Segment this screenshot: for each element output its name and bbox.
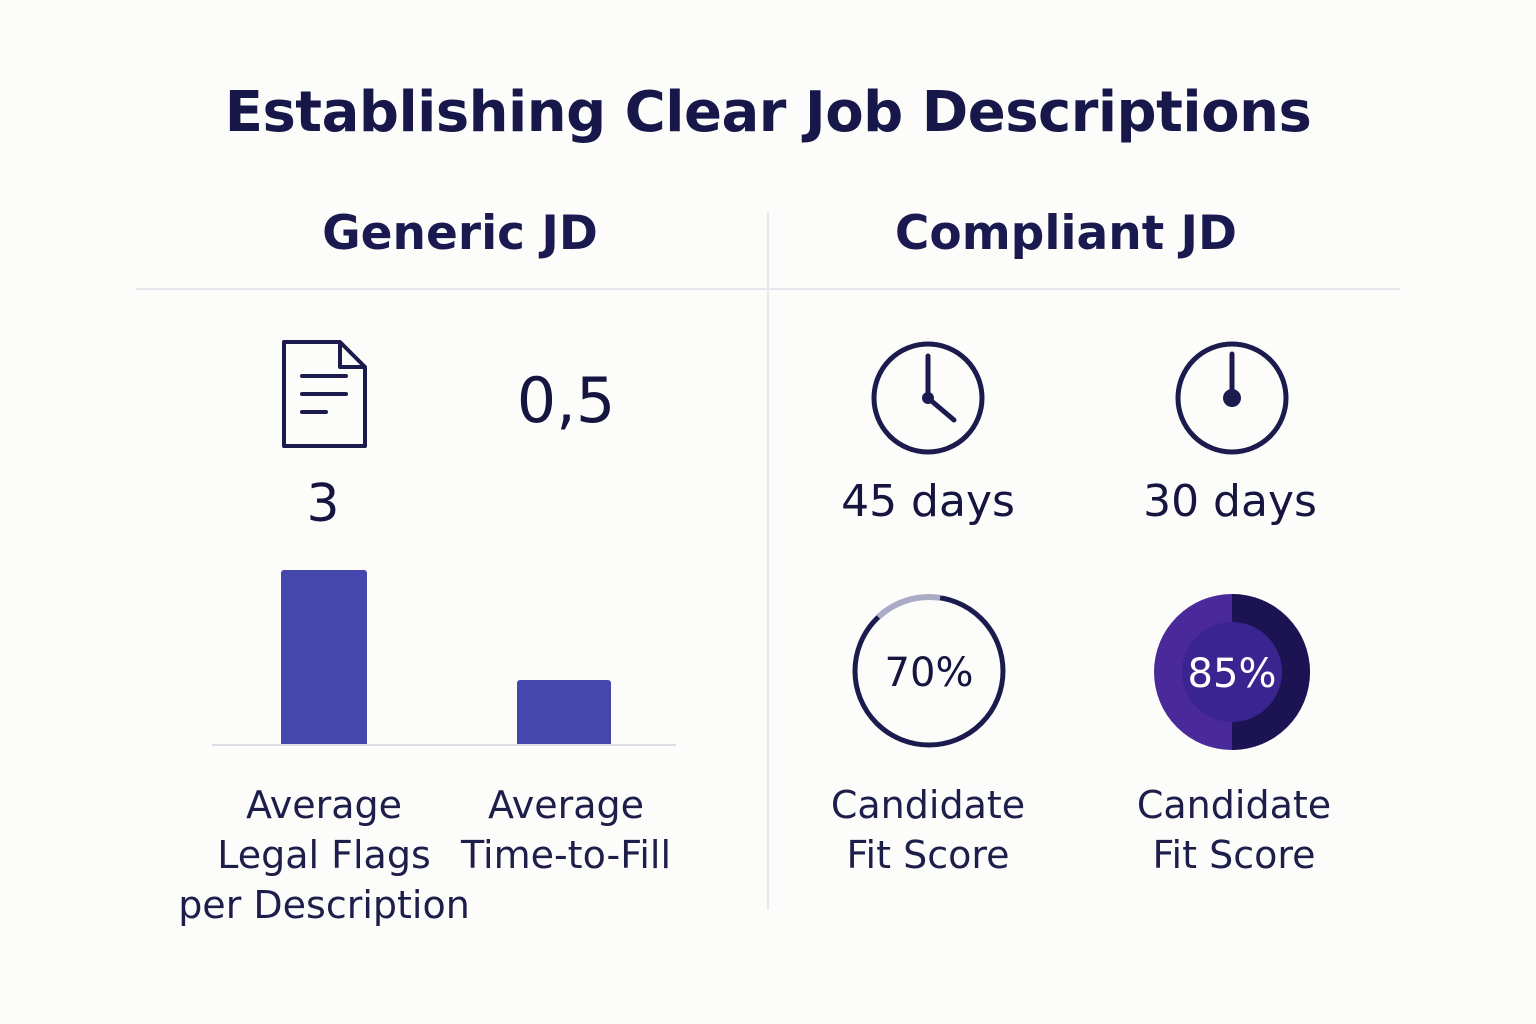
score-ring-a: 70% — [852, 594, 1006, 748]
bar-chart-baseline — [212, 744, 676, 746]
score-donut-b-text: 85% — [1188, 651, 1277, 697]
panel-divider — [767, 212, 769, 910]
compliant-panel-title: Compliant JD — [894, 206, 1238, 261]
stopwatch-icon — [1175, 341, 1289, 455]
clock-icon — [871, 341, 985, 455]
days-stat-b: 30 days — [1143, 476, 1317, 527]
bar-chart-area — [212, 560, 676, 746]
category-label-line: Time-to-Fill — [460, 833, 672, 877]
category-label-line: Average — [487, 783, 645, 827]
bar-legal-flags — [281, 570, 367, 746]
bar-value-label-legal-flags: 3 — [306, 474, 340, 534]
category-label-time-to-fill: Average Time-to-Fill — [446, 780, 686, 880]
fit-score-label-line: Fit Score — [846, 833, 1010, 877]
generic-panel-title: Generic JD — [322, 206, 598, 261]
category-label-line: Average — [245, 783, 403, 827]
category-label-line: Legal Flags — [217, 833, 431, 877]
days-stat-a: 45 days — [841, 476, 1015, 527]
main-title: Establishing Clear Job Descriptions — [224, 80, 1312, 145]
score-donut-b: 85% — [1154, 594, 1310, 750]
fit-score-label-line: Candidate — [830, 783, 1026, 827]
score-ring-a-text: 70% — [885, 650, 974, 696]
category-label-legal-flags: Average Legal Flags per Description — [176, 780, 472, 930]
fit-score-label-line: Candidate — [1136, 783, 1332, 827]
fit-score-label-line: Fit Score — [1152, 833, 1316, 877]
document-icon — [282, 340, 367, 448]
bar-value-label-time-to-fill: 0,5 — [516, 364, 616, 437]
fit-score-label-a: Candidate Fit Score — [808, 780, 1048, 880]
category-label-line: per Description — [178, 883, 470, 927]
bar-time-to-fill — [517, 680, 611, 746]
fit-score-label-b: Candidate Fit Score — [1114, 780, 1354, 880]
